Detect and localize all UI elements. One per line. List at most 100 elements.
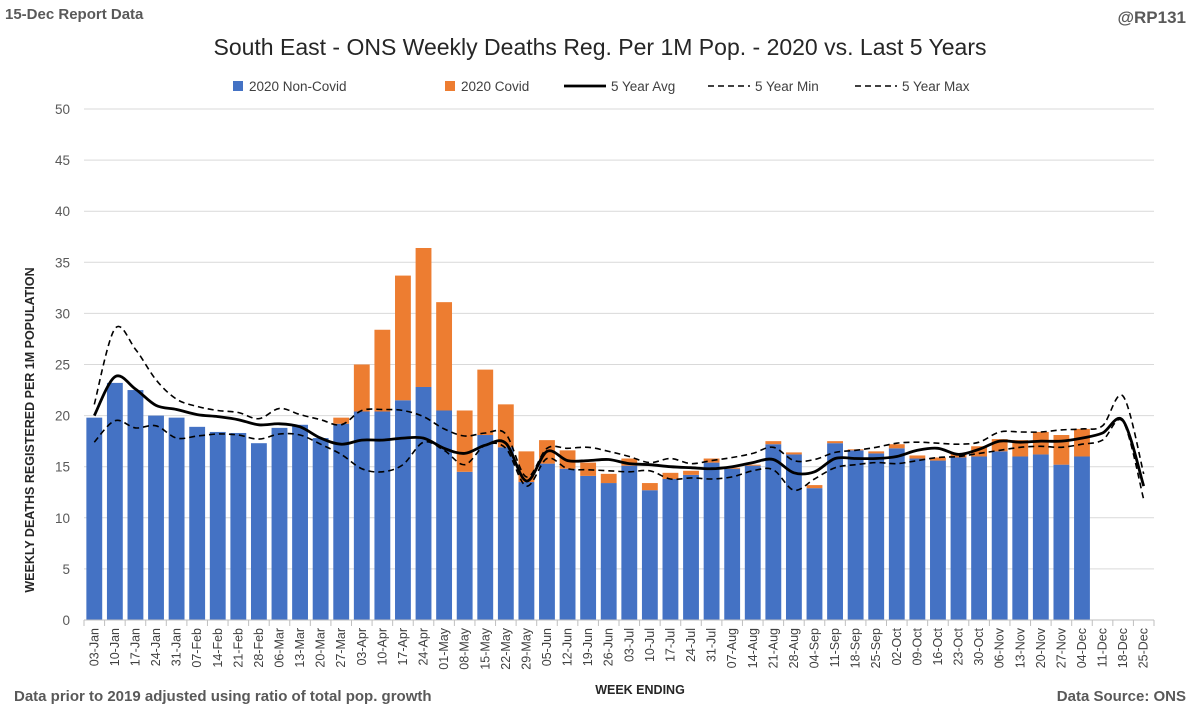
bar-non-covid bbox=[1053, 464, 1070, 620]
bar-non-covid bbox=[353, 411, 370, 620]
x-tick-label: 03-Apr bbox=[355, 628, 369, 666]
report-date-label: 15-Dec Report Data bbox=[5, 6, 144, 23]
bar-covid bbox=[1012, 440, 1029, 457]
x-axis-label: WEEK ENDING bbox=[595, 683, 685, 697]
series-lines bbox=[93, 325, 1146, 500]
x-tick-label: 31-Jan bbox=[170, 628, 184, 666]
bar-covid bbox=[868, 451, 885, 454]
bar-non-covid bbox=[600, 483, 617, 620]
x-tick-label: 17-Jul bbox=[663, 628, 677, 662]
y-axis-ticks: 0 5 10 15 20 25 30 35 40 45 50 bbox=[55, 102, 70, 628]
x-tick-label: 13-Nov bbox=[1013, 627, 1027, 668]
legend-label: 2020 Covid bbox=[461, 79, 529, 94]
x-axis-ticks: 03-Jan 10-Jan 17-Jan 24-Jan 31-Jan 07-Feb 14-F… bbox=[83, 620, 1155, 670]
bar-covid bbox=[909, 455, 926, 459]
x-tick-label: 31-Jul bbox=[705, 628, 719, 662]
y-tick-label: 45 bbox=[55, 153, 70, 168]
y-axis-label: WEEKLY DEATHS REGISTERED PER 1M POPULATI… bbox=[23, 267, 37, 592]
bar-non-covid bbox=[971, 456, 988, 620]
y-tick-label: 30 bbox=[55, 306, 70, 321]
bar-non-covid bbox=[641, 490, 658, 620]
x-tick-label: 14-Aug bbox=[746, 628, 760, 668]
bar-covid bbox=[374, 329, 391, 412]
bar-covid bbox=[395, 275, 411, 401]
bar-non-covid bbox=[333, 423, 350, 620]
x-tick-label: 14-Feb bbox=[211, 628, 225, 668]
bar-non-covid bbox=[127, 390, 144, 620]
bar-non-covid bbox=[312, 438, 329, 620]
legend: 2020 Non-Covid 2020 Covid 5 Year Avg 5 Year… bbox=[233, 79, 970, 94]
x-tick-label: 19-Jun bbox=[581, 628, 595, 666]
bar-non-covid bbox=[724, 468, 741, 620]
bar-non-covid bbox=[703, 462, 720, 620]
bar-covid bbox=[497, 404, 514, 448]
bar-covid bbox=[580, 462, 597, 476]
bar-covid bbox=[806, 485, 823, 489]
x-tick-label: 04-Sep bbox=[807, 628, 821, 668]
bar-non-covid bbox=[209, 431, 226, 620]
bar-non-covid bbox=[230, 432, 247, 620]
bar-non-covid bbox=[909, 458, 926, 620]
bar-non-covid bbox=[765, 444, 782, 620]
bar-non-covid bbox=[86, 417, 103, 620]
x-tick-label: 20-Nov bbox=[1034, 627, 1048, 668]
y-tick-label: 40 bbox=[55, 204, 70, 219]
x-tick-label: 15-May bbox=[478, 627, 492, 669]
x-tick-label: 24-Apr bbox=[417, 628, 431, 666]
x-tick-label: 05-Jun bbox=[540, 628, 554, 666]
legend-label: 2020 Non-Covid bbox=[249, 79, 347, 94]
bar-non-covid bbox=[497, 447, 514, 620]
legend-swatch bbox=[233, 81, 243, 91]
bar-non-covid bbox=[806, 488, 823, 620]
bar-non-covid bbox=[930, 460, 946, 620]
bar-covid bbox=[888, 444, 905, 449]
bar-non-covid bbox=[1032, 454, 1049, 620]
bar-covid bbox=[744, 464, 761, 466]
x-tick-label: 18-Sep bbox=[849, 628, 863, 668]
bar-non-covid bbox=[456, 471, 473, 620]
bar-non-covid bbox=[950, 457, 967, 620]
x-tick-label: 25-Dec bbox=[1137, 628, 1151, 668]
bar-non-covid bbox=[827, 443, 843, 620]
x-tick-label: 09-Oct bbox=[910, 627, 924, 665]
x-tick-label: 11-Dec bbox=[1096, 628, 1110, 667]
x-tick-label: 07-Aug bbox=[725, 628, 739, 668]
line-5-year-max bbox=[93, 325, 1145, 478]
x-tick-label: 20-Mar bbox=[314, 628, 328, 668]
y-tick-label: 5 bbox=[62, 562, 70, 577]
bar-covid bbox=[436, 302, 453, 411]
bar-non-covid bbox=[148, 415, 164, 620]
x-tick-label: 12-Jun bbox=[561, 628, 575, 666]
y-tick-label: 0 bbox=[62, 613, 70, 628]
x-tick-label: 02-Oct bbox=[890, 627, 904, 665]
bar-covid bbox=[641, 483, 658, 491]
bar-covid bbox=[621, 458, 638, 466]
x-tick-label: 28-Aug bbox=[787, 628, 801, 668]
bar-covid bbox=[930, 457, 946, 461]
bar-covid bbox=[827, 441, 843, 444]
bar-non-covid bbox=[744, 465, 761, 620]
x-tick-label: 23-Oct bbox=[952, 627, 966, 665]
y-tick-label: 50 bbox=[55, 102, 70, 117]
bar-non-covid bbox=[271, 427, 288, 620]
x-tick-label: 06-Nov bbox=[993, 627, 1007, 668]
x-tick-label: 18-Dec bbox=[1116, 628, 1130, 668]
x-tick-label: 24-Jan bbox=[149, 628, 163, 666]
bar-covid bbox=[971, 446, 988, 457]
y-tick-label: 35 bbox=[55, 255, 70, 270]
bar-non-covid bbox=[1074, 456, 1090, 620]
bar-non-covid bbox=[477, 435, 494, 620]
author-handle: @RP131 bbox=[1117, 8, 1186, 27]
bar-covid bbox=[456, 410, 473, 472]
x-tick-label: 17-Apr bbox=[396, 628, 410, 666]
bar-non-covid bbox=[621, 465, 638, 620]
x-tick-label: 17-Jan bbox=[128, 628, 142, 666]
x-tick-label: 29-May bbox=[519, 627, 533, 669]
bar-covid bbox=[785, 452, 802, 455]
line-5-year-avg bbox=[93, 374, 1146, 487]
x-tick-label: 16-Oct bbox=[931, 627, 945, 665]
bar-covid bbox=[353, 364, 370, 412]
bar-covid bbox=[1074, 428, 1090, 457]
bar-non-covid bbox=[847, 450, 864, 620]
